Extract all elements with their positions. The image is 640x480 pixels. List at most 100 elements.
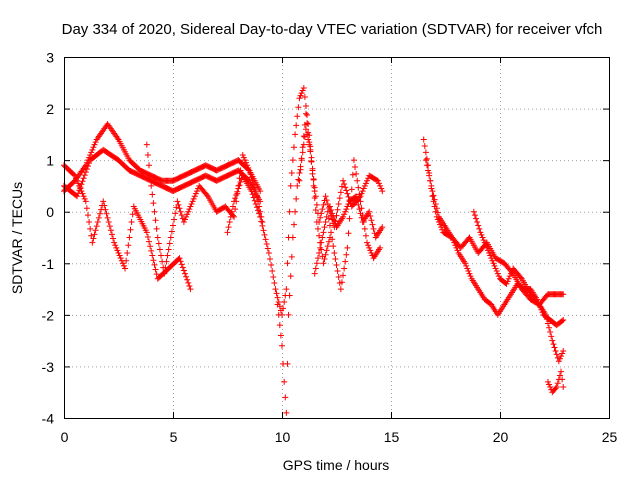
data-point <box>76 187 83 194</box>
data-point <box>177 258 184 265</box>
data-point <box>174 198 181 205</box>
data-point <box>476 225 483 232</box>
data-point <box>81 195 88 202</box>
data-point <box>274 294 281 301</box>
data-point <box>91 231 98 238</box>
data-point <box>149 252 156 259</box>
data-point <box>300 133 307 140</box>
data-point <box>287 273 294 280</box>
data-point <box>186 282 193 289</box>
data-point <box>306 139 313 146</box>
y-tick-label: -3 <box>42 359 55 375</box>
data-point <box>489 257 496 264</box>
data-point <box>297 166 304 173</box>
data-point <box>276 322 283 329</box>
data-point <box>89 239 96 246</box>
data-point <box>176 205 183 212</box>
series-arc-4 <box>143 141 266 277</box>
data-point <box>362 232 369 239</box>
data-point <box>247 170 254 177</box>
data-point <box>477 229 484 236</box>
data-point <box>248 174 255 181</box>
data-point <box>227 213 234 220</box>
data-point <box>251 184 258 191</box>
data-points <box>61 84 567 416</box>
data-point <box>491 262 498 269</box>
data-point <box>344 244 351 251</box>
data-point <box>111 239 118 246</box>
y-tick-label: 1 <box>46 153 54 169</box>
data-point <box>117 255 124 262</box>
data-point <box>162 264 169 271</box>
data-point <box>103 210 110 217</box>
data-point <box>449 234 456 241</box>
data-point <box>259 222 266 229</box>
data-point <box>559 350 566 357</box>
data-point <box>260 227 267 234</box>
data-point <box>346 215 353 222</box>
data-point <box>494 270 501 277</box>
data-point <box>373 177 380 184</box>
data-point <box>463 262 470 269</box>
data-point <box>240 154 247 161</box>
data-point <box>316 219 323 226</box>
data-point <box>331 217 338 224</box>
data-point <box>183 273 190 280</box>
data-point <box>313 260 320 267</box>
series-arc-8 <box>311 157 384 293</box>
data-point <box>312 193 319 200</box>
data-point <box>289 234 296 241</box>
data-point <box>190 195 197 202</box>
series-arc-6 <box>274 126 333 416</box>
data-point <box>171 216 178 223</box>
data-point <box>356 206 363 213</box>
data-point <box>359 188 366 195</box>
data-point <box>323 197 330 204</box>
data-point <box>234 188 241 195</box>
data-point <box>343 187 350 194</box>
x-tick-label: 10 <box>275 429 291 445</box>
data-point <box>152 266 159 273</box>
data-point <box>426 172 433 179</box>
data-point <box>427 177 434 184</box>
data-point <box>164 252 171 259</box>
data-point <box>248 188 255 195</box>
data-point <box>544 320 551 327</box>
data-point <box>558 353 565 360</box>
y-tick-label: -2 <box>42 307 55 323</box>
data-point <box>300 84 307 91</box>
data-point <box>326 222 333 229</box>
data-point <box>506 273 513 280</box>
data-point <box>337 286 344 293</box>
data-point <box>298 90 305 97</box>
data-point <box>181 270 188 277</box>
data-point <box>300 141 307 148</box>
data-point <box>479 234 486 241</box>
data-point <box>167 234 174 241</box>
data-point <box>283 409 290 416</box>
data-point <box>554 380 561 387</box>
data-point <box>91 141 98 148</box>
data-point <box>559 376 566 383</box>
data-point <box>161 270 168 277</box>
data-point <box>307 148 314 155</box>
data-point <box>177 208 184 215</box>
x-tick-label: 25 <box>602 429 618 445</box>
data-point <box>170 222 176 229</box>
data-point <box>549 337 556 344</box>
data-point <box>368 249 375 256</box>
data-point <box>543 316 550 323</box>
data-point <box>560 291 567 298</box>
data-point <box>360 185 367 192</box>
data-point <box>153 225 160 232</box>
series-arc-11 <box>422 157 567 329</box>
data-point <box>92 227 99 234</box>
data-point <box>345 230 352 237</box>
data-point <box>106 223 113 230</box>
data-point <box>250 181 257 188</box>
data-point <box>553 384 560 391</box>
data-point <box>365 242 372 249</box>
data-point <box>186 206 193 213</box>
data-point <box>492 265 499 272</box>
